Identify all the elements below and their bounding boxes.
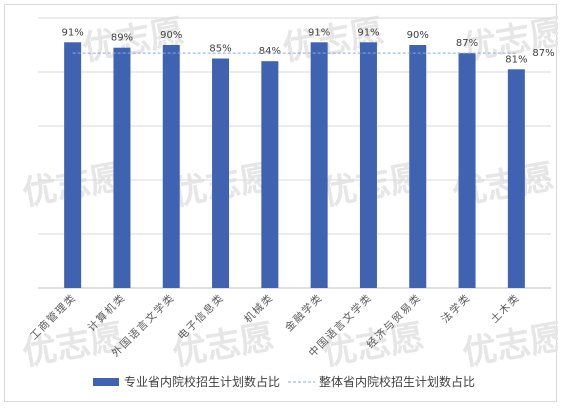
data-label: 91%: [62, 27, 84, 38]
legend-label-line: 整体省内院校招生计划数占比: [319, 374, 475, 389]
bar: [458, 53, 476, 288]
bar: [64, 42, 82, 288]
data-label: 90%: [407, 30, 429, 41]
legend-label-bars: 专业省内院校招生计划数占比: [124, 374, 280, 389]
data-label: 87%: [456, 38, 478, 49]
bar: [507, 69, 525, 288]
average-line-label: 87%: [532, 48, 554, 59]
bar: [212, 58, 230, 288]
data-label: 84%: [259, 46, 281, 57]
bar: [113, 47, 131, 289]
data-label: 81%: [505, 54, 527, 65]
data-label: 90%: [160, 30, 182, 41]
bar: [310, 42, 328, 288]
data-label: 91%: [357, 27, 379, 38]
data-label: 91%: [308, 27, 330, 38]
category-label: 土木类: [488, 291, 523, 326]
bar: [359, 42, 377, 288]
legend-swatch-bars: [93, 378, 119, 386]
bar: [261, 61, 279, 289]
category-label: 法学类: [439, 291, 474, 326]
chart-frame: 优志愿优志愿优志愿优志愿优志愿优志愿优志愿优志愿优志愿优志愿优志愿91%工商管理…: [4, 4, 558, 402]
data-label: 89%: [111, 33, 133, 44]
bar: [409, 45, 427, 288]
bar: [162, 45, 180, 288]
data-label: 85%: [209, 44, 231, 55]
watermark-text: 优志愿: [460, 317, 558, 374]
chart: 优志愿优志愿优志愿优志愿优志愿优志愿优志愿优志愿优志愿优志愿优志愿91%工商管理…: [20, 12, 558, 389]
category-label: 金融学类: [282, 291, 325, 334]
